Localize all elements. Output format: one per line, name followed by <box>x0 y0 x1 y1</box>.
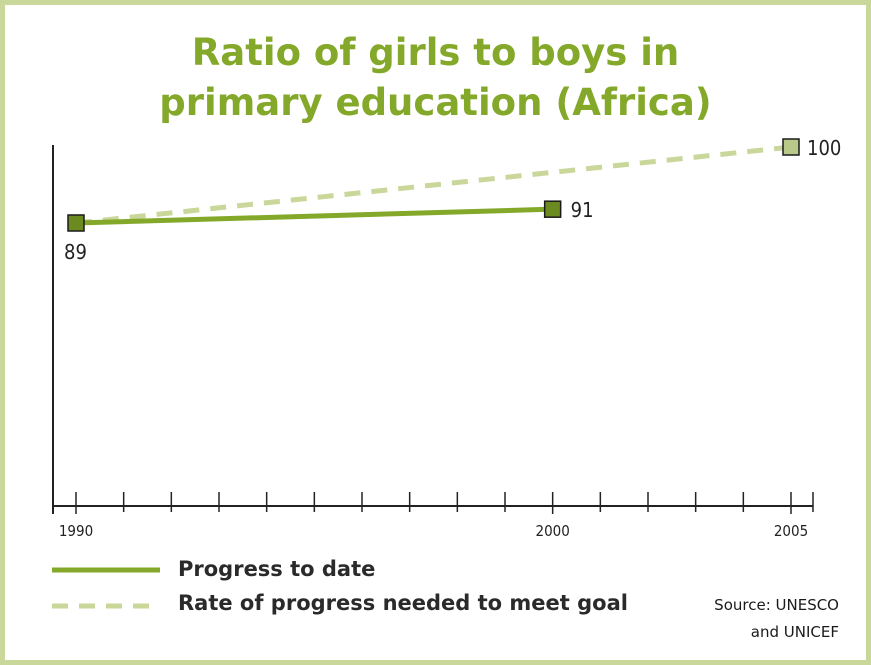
chart-title-line-1: Ratio of girls to boys in <box>191 31 680 74</box>
data-label-100: 100 <box>807 136 841 160</box>
data-point-2000 <box>543 200 562 218</box>
x-tick-label: 1990 <box>59 522 93 540</box>
data-label-89: 89 <box>64 240 87 264</box>
data-label-91: 91 <box>571 198 594 222</box>
series-line-goal <box>75 144 792 226</box>
source-line-2: and UNICEF <box>750 623 839 641</box>
source-note: Source: UNESCO and UNICEF <box>714 592 839 646</box>
chart-title-line-2: primary education (Africa) <box>159 81 712 124</box>
x-tick-label: 2000 <box>535 522 569 540</box>
data-point-1990 <box>67 214 85 232</box>
x-tick-label: 2005 <box>774 522 808 540</box>
legend-label-progress: Progress to date <box>178 557 376 581</box>
legend-label-goal: Rate of progress needed to meet goal <box>178 591 628 615</box>
data-point-2005-goal <box>782 138 800 156</box>
source-line-1: Source: UNESCO <box>714 596 839 614</box>
series-line-progress <box>75 206 553 226</box>
